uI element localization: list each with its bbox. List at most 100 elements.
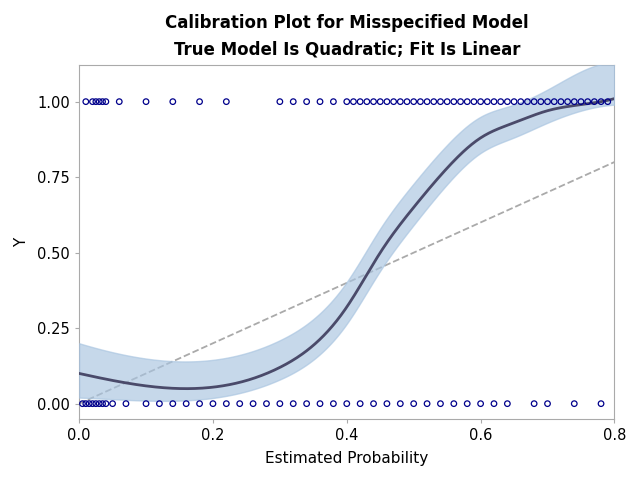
Point — [462, 400, 472, 408]
Point — [569, 98, 579, 106]
Point — [275, 400, 285, 408]
Point — [88, 98, 98, 106]
Point — [449, 400, 459, 408]
Point — [362, 98, 372, 106]
Point — [569, 400, 579, 408]
Point — [288, 400, 298, 408]
Point — [375, 98, 385, 106]
X-axis label: Estimated Probability: Estimated Probability — [265, 451, 428, 466]
Point — [348, 98, 358, 106]
Point — [81, 98, 91, 106]
Point — [84, 400, 94, 408]
Point — [522, 98, 532, 106]
Point — [141, 98, 151, 106]
Point — [88, 400, 98, 408]
Title: Calibration Plot for Misspecified Model
True Model Is Quadratic; Fit Is Linear: Calibration Plot for Misspecified Model … — [165, 14, 529, 58]
Point — [301, 98, 312, 106]
Point — [108, 400, 118, 408]
Point — [582, 98, 593, 106]
Point — [315, 400, 325, 408]
Point — [422, 400, 432, 408]
Point — [462, 98, 472, 106]
Point — [261, 400, 271, 408]
Point — [489, 400, 499, 408]
Point — [91, 98, 101, 106]
Point — [529, 400, 540, 408]
Point — [402, 98, 412, 106]
Point — [97, 400, 108, 408]
Point — [435, 98, 445, 106]
Point — [468, 98, 479, 106]
Point — [449, 98, 459, 106]
Point — [369, 400, 379, 408]
Point — [502, 400, 513, 408]
Point — [94, 98, 104, 106]
Point — [495, 98, 506, 106]
Point — [315, 98, 325, 106]
Point — [181, 400, 191, 408]
Point — [342, 400, 352, 408]
Point — [422, 98, 432, 106]
Point — [382, 400, 392, 408]
Point — [388, 98, 399, 106]
Point — [141, 400, 151, 408]
Point — [429, 98, 439, 106]
Point — [382, 98, 392, 106]
Point — [154, 400, 164, 408]
Point — [91, 400, 101, 408]
Point — [395, 400, 405, 408]
Point — [482, 98, 492, 106]
Point — [97, 98, 108, 106]
Point — [415, 98, 426, 106]
Point — [121, 400, 131, 408]
Point — [168, 98, 178, 106]
Point — [100, 400, 111, 408]
Point — [235, 400, 245, 408]
Point — [168, 400, 178, 408]
Point — [328, 400, 339, 408]
Point — [369, 98, 379, 106]
Point — [100, 98, 111, 106]
Point — [556, 98, 566, 106]
Point — [576, 98, 586, 106]
Point — [114, 98, 124, 106]
Point — [442, 98, 452, 106]
Point — [248, 400, 258, 408]
Point — [395, 98, 405, 106]
Point — [408, 400, 419, 408]
Point — [221, 400, 232, 408]
Point — [81, 400, 91, 408]
Y-axis label: Y: Y — [14, 238, 29, 247]
Point — [516, 98, 526, 106]
Point — [603, 98, 613, 106]
Point — [536, 98, 546, 106]
Point — [563, 98, 573, 106]
Point — [301, 400, 312, 408]
Point — [476, 400, 486, 408]
Point — [489, 98, 499, 106]
Point — [542, 98, 552, 106]
Point — [542, 400, 552, 408]
Point — [195, 98, 205, 106]
Point — [529, 98, 540, 106]
Point — [208, 400, 218, 408]
Point — [355, 98, 365, 106]
Point — [549, 98, 559, 106]
Point — [342, 98, 352, 106]
Point — [502, 98, 513, 106]
Point — [509, 98, 519, 106]
Point — [476, 98, 486, 106]
Point — [288, 98, 298, 106]
Point — [589, 98, 600, 106]
Point — [94, 400, 104, 408]
Point — [77, 400, 88, 408]
Point — [355, 400, 365, 408]
Point — [195, 400, 205, 408]
Point — [328, 98, 339, 106]
Point — [435, 400, 445, 408]
Point — [596, 98, 606, 106]
Point — [221, 98, 232, 106]
Point — [456, 98, 466, 106]
Point — [275, 98, 285, 106]
Point — [408, 98, 419, 106]
